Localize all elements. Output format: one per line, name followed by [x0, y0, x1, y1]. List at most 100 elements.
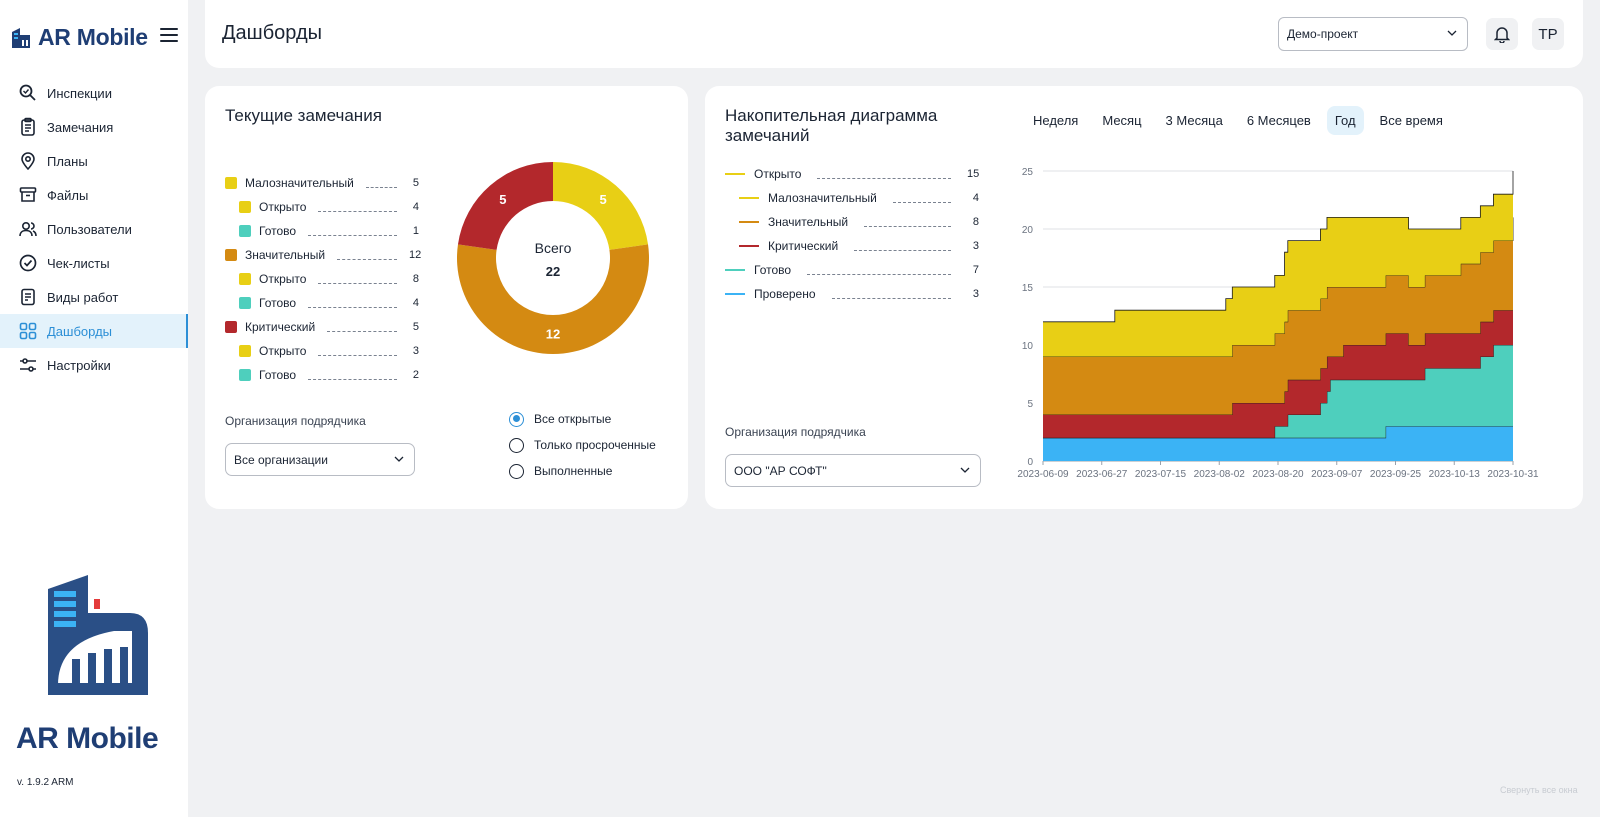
page-title: Дашборды	[222, 22, 322, 44]
area-series[interactable]	[1043, 345, 1513, 438]
cumulative-chart-card: Накопительная диаграмма замечаний Неделя…	[705, 86, 1583, 509]
legend-row: Готово 2	[225, 363, 419, 387]
legend-count: 7	[972, 264, 979, 276]
legend-count: 3	[972, 288, 979, 300]
legend-row: Открыто 4	[225, 195, 419, 219]
legend-label: Открыто	[259, 344, 307, 358]
legend-swatch	[239, 201, 251, 213]
leader-dots	[318, 346, 397, 356]
legend-line	[739, 245, 759, 247]
cumulative-org-select[interactable]: ООО "АР СОФТ"	[725, 454, 981, 487]
tab-6-months[interactable]: 6 Месяцев	[1246, 113, 1311, 128]
tab-year[interactable]: Год	[1326, 106, 1364, 135]
legend-label: Малозначительный	[768, 191, 877, 205]
x-tick-label: 2023-06-09	[1017, 469, 1069, 480]
sidebar-item-issues[interactable]: Замечания	[0, 110, 188, 144]
sidebar-item-plans[interactable]: Планы	[0, 144, 188, 178]
legend-label: Значительный	[768, 215, 849, 229]
sidebar-item-label: Чек-листы	[47, 255, 110, 271]
sidebar-item-label: Планы	[47, 153, 88, 169]
tab-month[interactable]: Месяц	[1102, 113, 1142, 128]
check-circle-icon	[19, 254, 37, 272]
filter-all-open[interactable]: Все открытые	[509, 406, 656, 432]
legend-count: 8	[412, 273, 419, 285]
sidebar-item-work-types[interactable]: Виды работ	[0, 280, 188, 314]
tab-all-time[interactable]: Все время	[1379, 113, 1443, 128]
leader-dots	[318, 274, 397, 284]
leader-dots	[308, 298, 397, 308]
legend-swatch	[239, 369, 251, 381]
legend-label: Значительный	[245, 248, 326, 262]
app-logo[interactable]: AR Mobile	[10, 24, 148, 51]
area-series[interactable]	[1043, 426, 1513, 461]
sidebar-item-users[interactable]: Пользователи	[0, 212, 188, 246]
leader-dots	[817, 169, 951, 179]
leader-dots	[308, 370, 397, 380]
legend-swatch	[239, 345, 251, 357]
leader-dots	[308, 226, 397, 236]
sidebar-nav: Инспекции Замечания Планы Файлы Пользова…	[0, 76, 188, 382]
x-tick-label: 2023-06-27	[1076, 469, 1128, 480]
archive-icon	[19, 187, 37, 202]
sidebar-item-label: Пользователи	[47, 221, 132, 237]
tab-week[interactable]: Неделя	[1033, 113, 1079, 128]
grid-icon	[19, 322, 37, 340]
notifications-button[interactable]	[1486, 18, 1518, 50]
tab-3-months[interactable]: 3 Месяца	[1165, 113, 1223, 128]
avatar[interactable]: TP	[1532, 18, 1564, 50]
issues-donut-chart: 5 12 5	[457, 162, 649, 354]
leader-dots	[807, 265, 951, 275]
area-series[interactable]	[1043, 217, 1513, 415]
x-tick-label: 2023-08-02	[1194, 469, 1246, 480]
legend-label: Критический	[768, 239, 839, 253]
sidebar-item-files[interactable]: Файлы	[0, 178, 188, 212]
donut-slice[interactable]	[553, 162, 649, 250]
project-select[interactable]: Демо-проект	[1278, 17, 1468, 51]
leader-dots	[831, 289, 951, 299]
legend-swatch	[225, 321, 237, 333]
legend-count: 1	[412, 225, 419, 237]
donut-slice-label: 5	[599, 192, 606, 207]
sidebar-item-checklists[interactable]: Чек-листы	[0, 246, 188, 280]
legend-label: Готово	[754, 263, 792, 277]
legend-count: 8	[972, 216, 979, 228]
radio-icon	[509, 411, 524, 427]
filter-overdue-only[interactable]: Только просроченные	[509, 432, 656, 458]
menu-toggle-icon[interactable]	[160, 28, 178, 44]
sidebar-item-settings[interactable]: Настройки	[0, 348, 188, 382]
x-tick-label: 2023-10-13	[1429, 469, 1481, 480]
filter-completed[interactable]: Выполненные	[509, 458, 656, 484]
legend-swatch	[225, 177, 237, 189]
sliders-icon	[20, 358, 36, 372]
legend-row: Открыто 8	[225, 267, 419, 291]
chevron-down-icon	[1447, 30, 1457, 36]
footer-app-name: AR Mobile	[16, 722, 159, 755]
donut-slice[interactable]	[457, 244, 649, 354]
x-tick-label: 2023-09-07	[1311, 469, 1363, 480]
project-select-value: Демо-проект	[1287, 27, 1359, 41]
donut-slice-label: 5	[499, 192, 506, 207]
x-tick-label: 2023-07-15	[1135, 469, 1187, 480]
legend-swatch	[225, 249, 237, 261]
cumulative-org-value: ООО "АР СОФТ"	[734, 464, 827, 478]
app-version: v. 1.9.2 ARM	[17, 777, 74, 788]
legend-row: Открыто 3	[225, 339, 419, 363]
area-series[interactable]	[1043, 310, 1513, 438]
sidebar-item-label: Виды работ	[47, 289, 119, 305]
x-tick-label: 2023-10-31	[1487, 469, 1539, 480]
contractor-org-select[interactable]: Все организации	[225, 443, 415, 476]
legend-line	[725, 293, 745, 295]
legend-label: Открыто	[754, 167, 802, 181]
legend-label: Малозначительный	[245, 176, 354, 190]
legend-line	[725, 173, 745, 175]
bell-icon	[1494, 27, 1510, 43]
sidebar-item-label: Настройки	[47, 357, 111, 373]
sidebar-item-dashboards[interactable]: Дашборды	[0, 314, 188, 348]
legend-row: Открыто 15	[725, 162, 979, 186]
area-series-outline	[1043, 171, 1514, 323]
sidebar-item-inspections[interactable]: Инспекции	[0, 76, 188, 110]
current-issues-card: Текущие замечания Малозначительный 5 Откры…	[205, 86, 688, 509]
y-tick-label: 15	[1022, 283, 1034, 294]
donut-slice[interactable]	[457, 162, 553, 250]
period-tabs: Неделя Месяц 3 Месяца 6 Месяцев Год Все …	[1025, 106, 1459, 135]
